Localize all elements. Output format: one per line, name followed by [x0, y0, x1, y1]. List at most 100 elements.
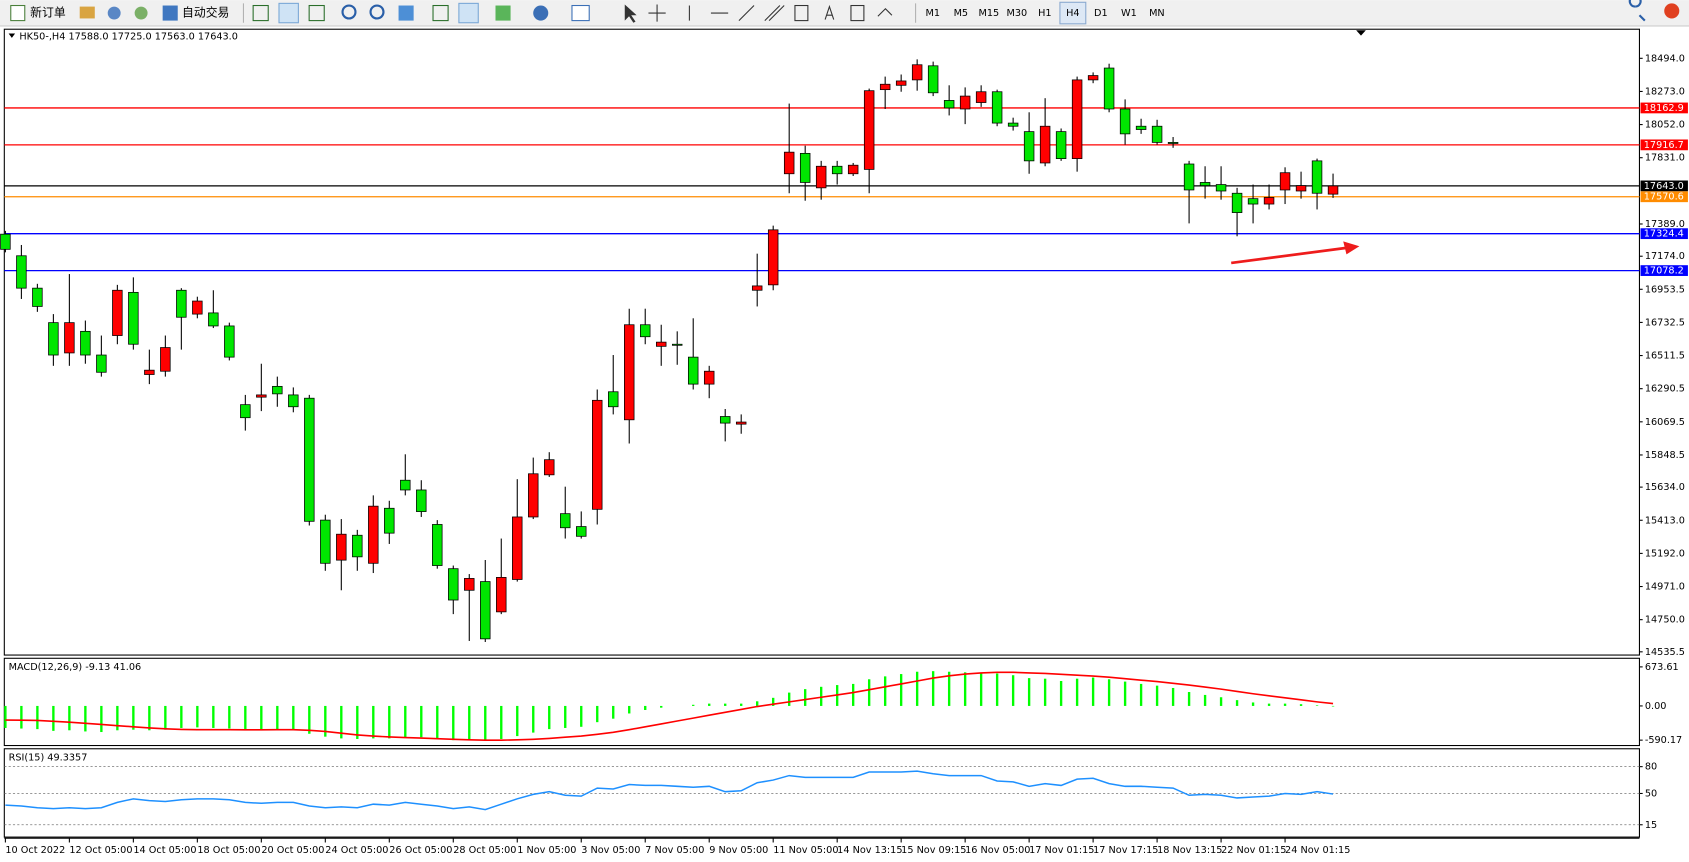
candle-body: [192, 300, 203, 315]
candle-body: [1135, 125, 1147, 130]
label-tool-icon[interactable]: [850, 4, 865, 22]
tile-icon[interactable]: [398, 5, 414, 21]
candle-body: [639, 324, 651, 338]
candle-body: [975, 91, 987, 103]
candle-body: [863, 90, 875, 170]
candle-body: [895, 80, 907, 86]
x-tick-label: 18 Oct 05:00: [197, 845, 260, 856]
y-tick-label: 15: [1645, 820, 1657, 831]
main-panel: [3, 28, 1640, 656]
candle-body: [719, 416, 731, 424]
line-chart-icon[interactable]: [308, 4, 325, 22]
timeframe-button[interactable]: H1: [1038, 8, 1051, 19]
autoscroll-icon[interactable]: [432, 4, 449, 22]
template-icon[interactable]: [571, 4, 590, 22]
tool-icon[interactable]: [107, 6, 121, 20]
timeframe-button[interactable]: M1: [926, 8, 941, 19]
candle-body: [847, 164, 859, 175]
y-tick-label: 0.00: [1645, 701, 1667, 712]
candle-body: [144, 369, 155, 375]
x-tick-label: 17 Nov 01:15: [1029, 845, 1094, 856]
y-tick-label: -590.17: [1645, 735, 1682, 746]
candle-body: [176, 289, 187, 318]
candle-body: [1247, 198, 1259, 205]
candle-body: [1023, 131, 1035, 162]
indicator-title: RSI(15) 49.3357: [9, 752, 88, 763]
y-tick-label: 50: [1645, 788, 1657, 799]
cursor-icon[interactable]: [624, 4, 637, 23]
price-level-tag: [1640, 228, 1688, 240]
timeframe-button[interactable]: M30: [1007, 8, 1028, 19]
annotation-arrow: [1231, 246, 1347, 265]
candle-body: [1039, 125, 1051, 164]
candle-body: [592, 399, 603, 510]
timeframe-button[interactable]: M5: [954, 8, 969, 19]
candle-body: [1055, 131, 1067, 159]
candle-body: [320, 519, 331, 564]
fibo-icon[interactable]: [794, 4, 809, 22]
indicator-icon[interactable]: [495, 5, 511, 21]
period-icon[interactable]: [533, 5, 549, 21]
candle-body: [1103, 67, 1115, 110]
y-tick-label: 80: [1645, 762, 1657, 773]
price-level-label: 17078.2: [1644, 266, 1684, 277]
timeframe-button[interactable]: D1: [1094, 8, 1108, 19]
new-order-button[interactable]: 新订单: [30, 6, 66, 20]
candle-body: [735, 421, 747, 425]
tool-icon[interactable]: [134, 6, 148, 20]
candle-body: [304, 397, 315, 522]
y-tick-label: 18052.0: [1645, 120, 1685, 131]
auto-trading-icon[interactable]: [162, 5, 178, 21]
symbol-marker: [8, 33, 16, 38]
x-tick-label: 14 Nov 13:15: [837, 845, 902, 856]
candle-body: [1215, 184, 1227, 192]
crosshair-icon[interactable]: [648, 4, 666, 22]
x-tick-label: 28 Oct 05:00: [453, 845, 516, 856]
candle-body: [879, 83, 891, 91]
timeframe-button[interactable]: M15: [978, 8, 999, 19]
candle-body: [576, 526, 587, 537]
tool-icon[interactable]: [79, 6, 95, 19]
candle-body: [1087, 75, 1099, 81]
rsi-panel: [3, 748, 1640, 838]
candle-body: [911, 64, 923, 81]
text-tool-icon[interactable]: [824, 4, 835, 20]
x-tick-label: 18 Nov 13:15: [1157, 845, 1222, 856]
candle-body: [1151, 125, 1163, 143]
candle-body: [32, 287, 43, 307]
candle-body: [288, 394, 299, 408]
candle-body: [48, 322, 59, 356]
new-order-icon[interactable]: [10, 4, 26, 22]
trendline-icon[interactable]: [738, 5, 755, 21]
auto-trading-button[interactable]: 自动交易: [182, 6, 229, 20]
zoom-out-icon[interactable]: [369, 4, 385, 20]
y-tick-label: 16511.5: [1645, 351, 1685, 362]
candle-body: [128, 291, 139, 345]
timeframe-button[interactable]: MN: [1149, 8, 1165, 19]
candle-body: [815, 165, 827, 189]
candle-body: [64, 322, 75, 354]
rsi-line: [5, 770, 1334, 811]
shift-marker: [1356, 30, 1366, 36]
price-level-tag: [1640, 191, 1688, 203]
shift-icon[interactable]: [458, 2, 479, 24]
price-level-tag: [1640, 139, 1688, 151]
price-level-tag: [1640, 180, 1688, 192]
bar-chart-icon[interactable]: [252, 4, 269, 22]
candle-body: [751, 285, 763, 291]
candle-chart-icon[interactable]: [278, 2, 299, 24]
timeframe-button[interactable]: H4: [1066, 8, 1079, 19]
search-icon[interactable]: [1628, 0, 1646, 22]
zoom-in-icon[interactable]: [341, 4, 357, 20]
candle-body: [272, 385, 283, 395]
notification-badge[interactable]: [1664, 3, 1680, 19]
price-level-label: 17643.0: [1644, 181, 1684, 192]
timeframe-bar: M1 M5 M15 M30 H1 H4 D1 W1 MN: [926, 8, 1165, 19]
timeframe-button[interactable]: W1: [1121, 8, 1137, 19]
x-tick-label: 22 Nov 01:15: [1221, 845, 1286, 856]
arrow-tool-icon[interactable]: [877, 7, 893, 17]
candle-body: [416, 489, 427, 512]
channel-icon[interactable]: [764, 5, 785, 21]
active-timeframe-highlight: [1059, 1, 1087, 25]
x-tick-label: 24 Oct 05:00: [325, 845, 388, 856]
